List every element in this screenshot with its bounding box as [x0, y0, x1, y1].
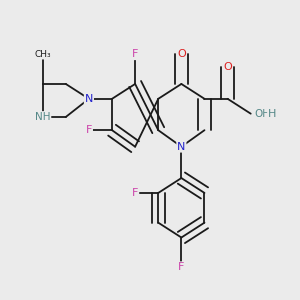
- Text: F: F: [178, 262, 184, 272]
- Text: F: F: [86, 125, 92, 135]
- Text: NH: NH: [35, 112, 50, 122]
- Text: N: N: [85, 94, 93, 104]
- Text: N: N: [177, 142, 186, 152]
- Text: F: F: [132, 188, 138, 198]
- Text: OH: OH: [254, 109, 270, 119]
- Text: O: O: [177, 49, 186, 59]
- Text: H: H: [268, 109, 276, 119]
- Text: F: F: [132, 49, 138, 59]
- Text: O: O: [223, 62, 232, 72]
- Text: CH₃: CH₃: [34, 50, 51, 59]
